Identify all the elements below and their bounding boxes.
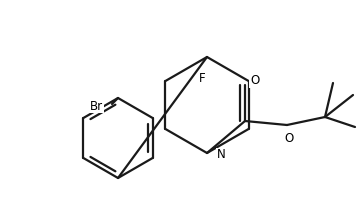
Text: N: N: [217, 148, 225, 162]
Text: Br: Br: [90, 100, 103, 112]
Text: O: O: [284, 132, 294, 146]
Text: O: O: [250, 74, 260, 88]
Text: F: F: [199, 72, 205, 86]
